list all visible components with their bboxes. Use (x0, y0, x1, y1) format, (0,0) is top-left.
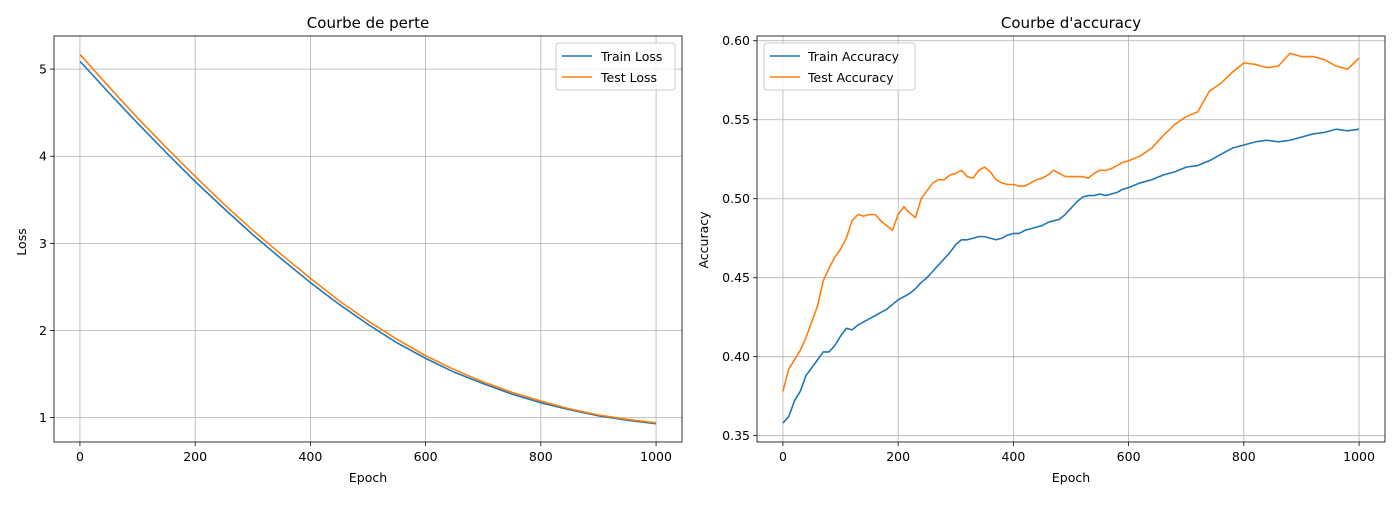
series-line-train-loss (79, 60, 657, 425)
loss-ytick-label: 5 (39, 62, 47, 77)
loss-xtick-label: 200 (183, 449, 207, 464)
legend-label-train-accuracy: Train Accuracy (807, 49, 900, 64)
accuracy-chart-title: Courbe d'accuracy (1001, 14, 1141, 32)
accuracy-xtick-label: 800 (1232, 449, 1256, 464)
accuracy-chart-legend: Train Accuracy Test Accuracy (763, 42, 916, 91)
accuracy-xtick-label: 0 (779, 449, 787, 464)
loss-ytick-label: 1 (39, 410, 47, 425)
accuracy-xtick-label: 400 (1001, 449, 1025, 464)
accuracy-chart-xlabel: Epoch (1052, 470, 1090, 485)
accuracy-chart: Courbe d'accuracy Epoch Accuracy 0 200 400… (696, 14, 1386, 485)
loss-xtick-label: 1000 (640, 449, 672, 464)
series-line-train-accuracy (782, 128, 1360, 424)
accuracy-ytick-label: 0.40 (722, 349, 750, 364)
loss-chart-legend: Train Loss Test Loss (555, 42, 676, 91)
loss-xtick-label: 800 (529, 449, 553, 464)
series-line-test-accuracy (782, 52, 1360, 392)
loss-chart-plot-area (53, 35, 683, 443)
loss-chart-title: Courbe de perte (307, 14, 429, 32)
loss-chart: Courbe de perte Epoch Loss 0 200 400 600 800… (14, 14, 683, 485)
accuracy-ytick-label: 0.55 (722, 112, 750, 127)
accuracy-chart-ylabel: Accuracy (696, 211, 711, 269)
accuracy-xtick-label: 200 (886, 449, 910, 464)
loss-ytick-label: 4 (39, 149, 47, 164)
loss-chart-xlabel: Epoch (349, 470, 387, 485)
loss-xtick-label: 600 (414, 449, 438, 464)
loss-xtick-label: 0 (76, 449, 84, 464)
series-line-test-loss (79, 53, 657, 424)
loss-ytick-label: 3 (39, 236, 47, 251)
accuracy-ytick-label: 0.45 (722, 270, 750, 285)
loss-chart-ylabel: Loss (14, 228, 29, 255)
loss-ytick-label: 2 (39, 323, 47, 338)
accuracy-ytick-label: 0.50 (722, 191, 750, 206)
legend-label-test-accuracy: Test Accuracy (807, 70, 894, 85)
accuracy-xtick-label: 600 (1117, 449, 1141, 464)
legend-label-test-loss: Test Loss (600, 70, 657, 85)
loss-xtick-label: 400 (298, 449, 322, 464)
legend-label-train-loss: Train Loss (600, 49, 662, 64)
accuracy-xtick-label: 1000 (1343, 449, 1375, 464)
accuracy-ytick-label: 0.35 (722, 428, 750, 443)
accuracy-ytick-label: 0.60 (722, 33, 750, 48)
accuracy-chart-plot-area (756, 35, 1386, 443)
